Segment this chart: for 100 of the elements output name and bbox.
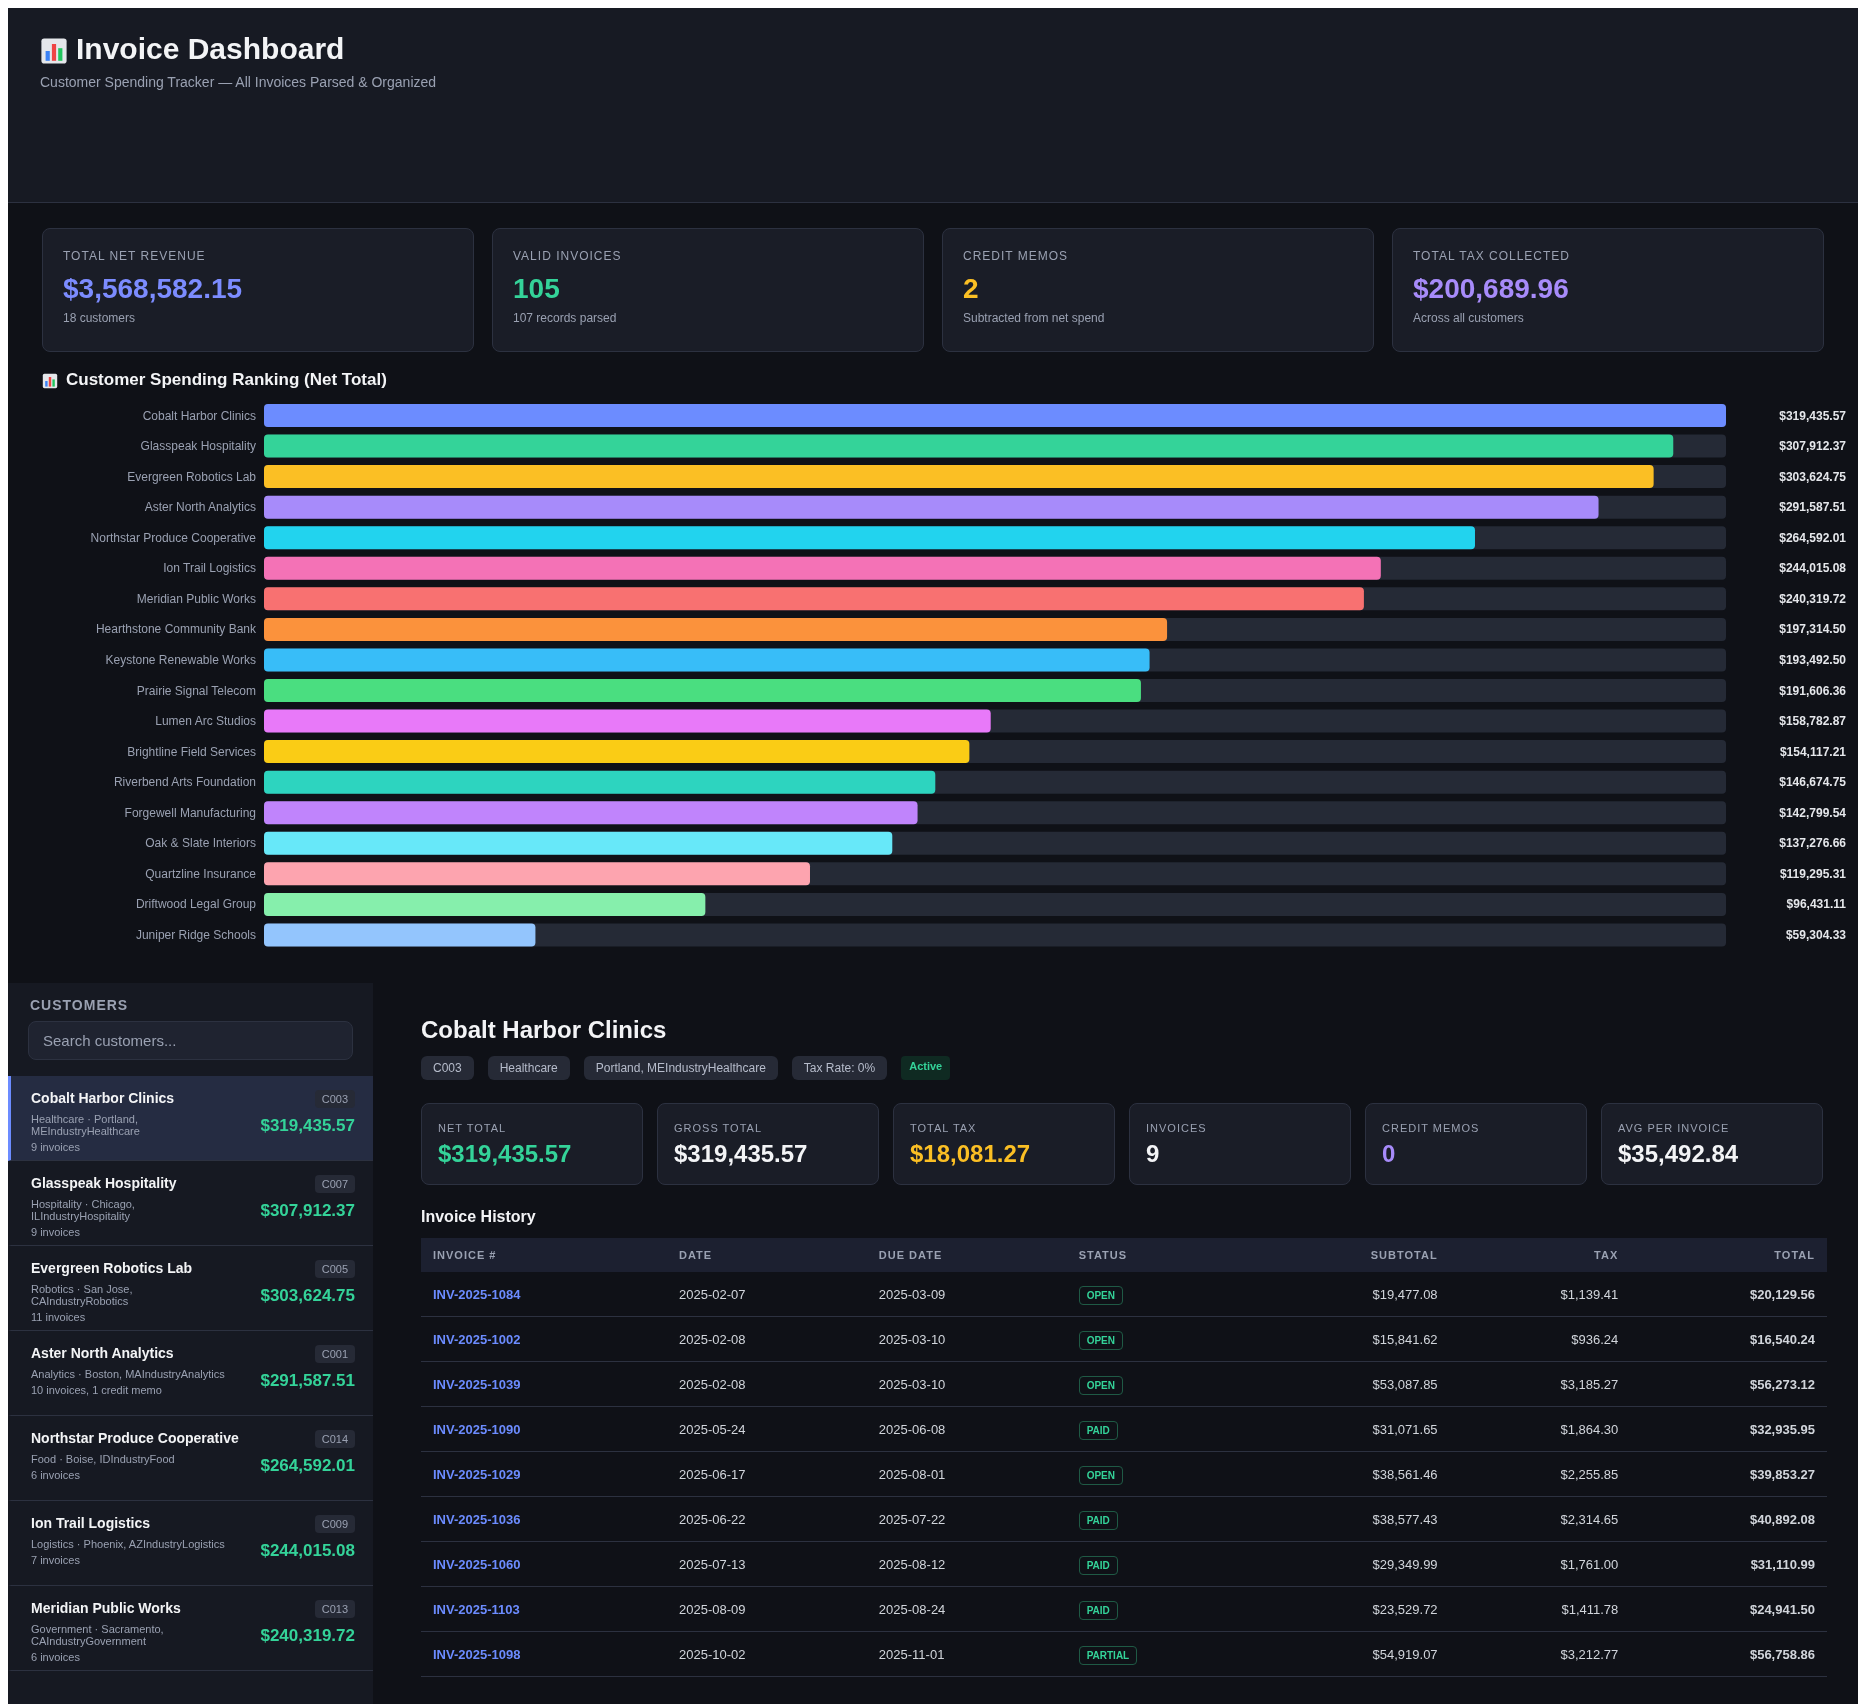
text: $3,185.27: [1559, 1375, 1620, 1394]
text: $1,761.00: [1559, 1555, 1620, 1574]
text: Food · Boise, IDIndustryFood: [31, 1453, 176, 1465]
text: $40,892.08: [1748, 1510, 1816, 1529]
text: CREDIT MEMOS: [1382, 1122, 1481, 1134]
text: TOTAL TAX COLLECTED: [1413, 249, 1572, 263]
y-tick-label: Glasspeak Hospitality: [140, 439, 256, 454]
text: C001: [314, 1345, 355, 1363]
text: INV-2025-1029: [432, 1465, 522, 1484]
text: 11 invoices: [31, 1311, 87, 1323]
data-label: $193,492.50: [1779, 652, 1847, 667]
text: 0: [1382, 1140, 1397, 1168]
y-tick-label: Aster North Analytics: [144, 500, 256, 515]
text: 2025-03-09: [877, 1285, 947, 1304]
text: Government · Sacramento, CAIndustryGovernment: [31, 1623, 165, 1647]
text: $1,139.41: [1559, 1285, 1620, 1304]
text: $303,624.75: [260, 1286, 355, 1306]
text: $15,841.62: [1371, 1330, 1439, 1349]
text: Across all customers: [1413, 311, 1525, 325]
text: $319,435.57: [260, 1116, 355, 1136]
y-tick-label: Brightline Field Services: [127, 744, 256, 759]
chart-title: Customer Spending Ranking (Net Total): [65, 370, 388, 390]
text: $18,081.27: [910, 1140, 1032, 1168]
y-tick-label: Northstar Produce Cooperative: [90, 530, 257, 545]
data-label: $142,799.54: [1779, 805, 1847, 820]
text: $24,941.50: [1748, 1600, 1816, 1619]
text: C003: [421, 1056, 474, 1080]
text: 7 invoices: [31, 1554, 80, 1566]
data-label: $303,624.75: [1779, 469, 1847, 484]
text: $319,435.57: [438, 1140, 573, 1168]
y-tick-label: Quartzline Insurance: [145, 866, 257, 881]
text: INV-2025-1036: [432, 1510, 522, 1529]
text: $29,349.99: [1371, 1555, 1439, 1574]
text: C003: [314, 1090, 355, 1108]
text: $31,110.99: [1749, 1555, 1816, 1574]
y-tick-label: Lumen Arc Studios: [155, 714, 256, 729]
category-label: TOTAL: [1773, 1248, 1816, 1263]
status-badge: OPEN: [1078, 1375, 1123, 1395]
text: $31,071.65: [1371, 1420, 1439, 1439]
text: Ion Trail Logistics: [31, 1515, 151, 1531]
text: Glasspeak Hospitality: [31, 1175, 177, 1191]
text: 107 records parsed: [513, 311, 618, 325]
y-tick-label: Riverbend Arts Foundation: [113, 775, 256, 790]
category-label: DUE DATE: [877, 1248, 944, 1263]
text: 2025-02-07: [678, 1285, 747, 1304]
y-tick-label: Cobalt Harbor Clinics: [142, 408, 256, 423]
text: $16,540.24: [1748, 1330, 1816, 1349]
text: $39,853.27: [1748, 1465, 1816, 1484]
text: Tax Rate: 0%: [791, 1056, 888, 1080]
text: INV-2025-1002: [432, 1330, 522, 1349]
category-label: SUBTOTAL: [1369, 1248, 1439, 1263]
text: C013: [314, 1600, 355, 1618]
text: CUSTOMERS: [29, 996, 130, 1015]
text: 2025-06-22: [678, 1510, 747, 1529]
text: 2025-08-12: [877, 1555, 947, 1574]
text: INV-2025-1090: [432, 1420, 522, 1439]
text: 2025-06-17: [678, 1465, 747, 1484]
text: 2025-10-02: [678, 1645, 747, 1664]
text: 9 invoices: [31, 1226, 81, 1238]
data-label: $264,592.01: [1779, 530, 1847, 545]
text: 2025-03-10: [877, 1330, 947, 1349]
text: 2025-07-13: [678, 1555, 747, 1574]
text: VALID INVOICES: [513, 249, 623, 263]
text: 2: [963, 273, 980, 305]
status-badge: PAID: [1078, 1510, 1118, 1530]
y-tick-label: Ion Trail Logistics: [163, 561, 256, 576]
category-label: STATUS: [1077, 1248, 1128, 1263]
text: 18 customers: [63, 311, 137, 325]
text: $307,912.37: [260, 1201, 355, 1221]
text: $38,577.43: [1371, 1510, 1439, 1529]
text: C005: [314, 1260, 355, 1278]
text: $3,568,582.15: [63, 273, 244, 305]
text: $2,314.65: [1559, 1510, 1620, 1529]
text: INV-2025-1060: [432, 1555, 522, 1574]
text: C009: [314, 1515, 355, 1533]
data-label: $119,295.31: [1779, 866, 1847, 881]
text: $2,255.85: [1559, 1465, 1620, 1484]
text: $56,758.86: [1748, 1645, 1816, 1664]
text: Hospitality · Chicago, ILIndustryHospitality: [31, 1198, 136, 1222]
category-label: TAX: [1593, 1248, 1620, 1263]
data-label: $59,304.33: [1785, 927, 1847, 942]
text: Aster North Analytics: [31, 1345, 174, 1361]
bar: [264, 923, 536, 947]
status-badge: PAID: [1078, 1555, 1118, 1575]
y-tick-label: Oak & Slate Interiors: [145, 836, 256, 851]
text: INV-2025-1084: [432, 1285, 522, 1304]
status-badge: PAID: [1078, 1420, 1118, 1440]
y-tick-label: Keystone Renewable Works: [105, 652, 256, 667]
data-label: $191,606.36: [1779, 683, 1847, 698]
text: $38,561.46: [1371, 1465, 1439, 1484]
text: $56,273.12: [1748, 1375, 1816, 1394]
text: $1,411.78: [1560, 1600, 1620, 1619]
text: 2025-07-22: [877, 1510, 947, 1529]
bar: [264, 892, 706, 916]
text: $23,529.72: [1371, 1600, 1439, 1619]
text: CREDIT MEMOS: [963, 249, 1070, 263]
text: 10 invoices, 1 credit memo: [31, 1384, 162, 1396]
text: Active: [901, 1056, 951, 1080]
y-tick-label: Juniper Ridge Schools: [135, 927, 256, 942]
text: $319,435.57: [674, 1140, 809, 1168]
